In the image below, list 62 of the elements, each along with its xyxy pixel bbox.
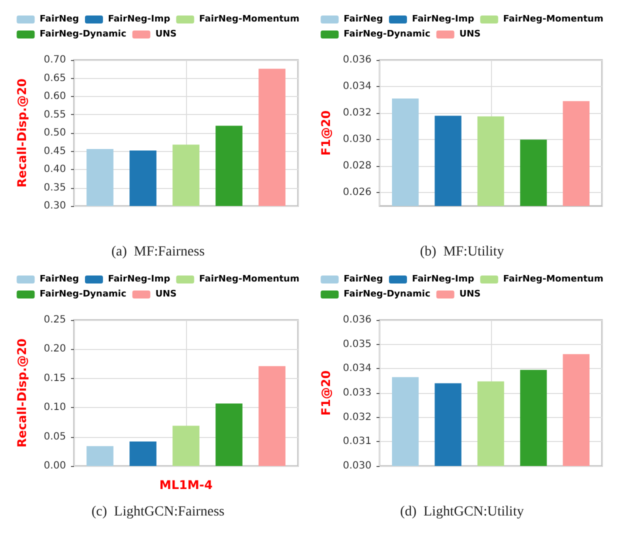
y-axis-title: Recall-Disp.@20 xyxy=(15,78,29,188)
legend-label: FairNeg-Imp xyxy=(108,14,171,24)
legend-label: UNS xyxy=(459,30,481,40)
y-tick-label: 0.032 xyxy=(342,108,372,119)
legend-label: UNS xyxy=(155,290,177,300)
text: (c) LightGCN:Fairness xyxy=(92,504,224,520)
y-tick-label: 0.45 xyxy=(44,146,66,157)
text: (d) LightGCN:Utility xyxy=(400,504,524,520)
y-tick-label: 0.25 xyxy=(44,314,66,326)
y-tick-label: 0.05 xyxy=(44,431,66,442)
y-tick-label: 0.036 xyxy=(342,314,372,326)
legend-label: FairNeg-Dynamic xyxy=(40,290,126,300)
y-tick-label: 0.55 xyxy=(44,109,66,120)
y-tick-label: 0.030 xyxy=(342,134,372,146)
y-tick-label: 0.031 xyxy=(342,436,372,448)
y-axis-title: F1@20 xyxy=(319,110,333,156)
y-tick-label: 0.60 xyxy=(44,91,66,102)
legend-label: UNS xyxy=(459,290,481,300)
y-tick-label: 0.036 xyxy=(342,54,372,66)
legend-label: FairNeg-Dynamic xyxy=(40,30,126,40)
legend-label: FairNeg-Imp xyxy=(412,14,475,24)
legend-label: FairNeg-Momentum xyxy=(199,14,300,24)
y-tick-label: 0.20 xyxy=(44,344,66,355)
legend-label: FairNeg xyxy=(344,14,383,24)
y-axis-title: F1@20 xyxy=(319,370,333,416)
legend-label: FairNeg-Momentum xyxy=(503,274,604,284)
text: (a) MF:Fairness xyxy=(111,244,205,260)
legend-label: FairNeg-Momentum xyxy=(503,14,604,24)
legend-label: FairNeg-Imp xyxy=(108,274,171,284)
legend-label: FairNeg xyxy=(40,14,79,24)
legend-label: FairNeg xyxy=(344,274,383,284)
x-axis-title: ML1M-4 xyxy=(159,478,213,492)
legend-label: FairNeg xyxy=(40,274,79,284)
bar xyxy=(258,366,286,466)
legend-label: FairNeg-Dynamic xyxy=(344,30,430,40)
y-tick-label: 0.034 xyxy=(342,81,372,92)
y-tick-label: 0.033 xyxy=(342,388,372,398)
y-tick-label: 0.026 xyxy=(342,187,372,198)
bar xyxy=(130,441,156,466)
legend-label: UNS xyxy=(155,30,177,40)
y-tick-label: 0.70 xyxy=(44,54,66,66)
y-axis-title: Recall-Disp.@20 xyxy=(15,338,29,448)
bar xyxy=(86,446,114,466)
y-tick-label: 0.032 xyxy=(342,412,372,423)
y-tick-label: 0.030 xyxy=(342,460,372,472)
y-tick-label: 0.00 xyxy=(44,460,66,472)
y-tick-label: 0.50 xyxy=(44,128,66,138)
y-tick-label: 0.15 xyxy=(44,372,66,384)
y-tick-label: 0.10 xyxy=(44,402,66,414)
y-tick-label: 0.65 xyxy=(44,72,66,84)
legend-label: FairNeg-Imp xyxy=(412,274,475,284)
y-tick-label: 0.30 xyxy=(44,200,66,212)
legend-label: FairNeg-Momentum xyxy=(199,274,300,284)
y-tick-label: 0.40 xyxy=(44,164,66,175)
bar xyxy=(216,404,242,466)
y-tick-label: 0.034 xyxy=(342,363,372,374)
y-tick-label: 0.35 xyxy=(44,182,66,194)
text: (b) MF:Utility xyxy=(420,244,504,260)
bar xyxy=(172,426,200,466)
y-tick-label: 0.035 xyxy=(342,338,372,350)
y-tick-label: 0.028 xyxy=(342,160,372,172)
legend-label: FairNeg-Dynamic xyxy=(344,290,430,300)
